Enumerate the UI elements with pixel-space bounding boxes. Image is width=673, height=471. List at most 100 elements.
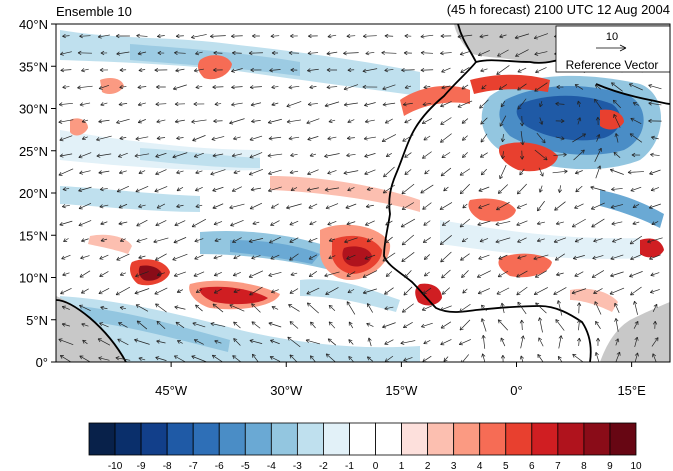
wind-vector-head <box>441 154 446 158</box>
wind-vector-head <box>519 122 525 127</box>
wind-vector-head <box>647 239 652 244</box>
wind-vector-head <box>100 102 105 107</box>
wind-vector <box>650 187 660 191</box>
colorbar-swatch <box>323 422 350 456</box>
wind-vector-head <box>495 239 500 244</box>
wind-vector <box>155 103 167 105</box>
wind-vector <box>326 51 338 55</box>
wind-vector-head <box>634 352 639 357</box>
wind-vector <box>213 221 223 225</box>
wind-vector-head <box>155 222 160 227</box>
wind-vector <box>344 237 358 243</box>
wind-vector <box>364 153 376 157</box>
wind-vector-head <box>633 300 638 305</box>
wind-vector <box>477 220 491 226</box>
wind-vector <box>96 153 112 157</box>
wind-vector-head <box>443 357 448 362</box>
wind-vector-head <box>420 68 425 73</box>
wind-vector-head <box>211 136 216 141</box>
wind-vector-head <box>343 51 347 56</box>
lat-tick-label: 5°N <box>26 313 48 328</box>
wind-vector <box>79 35 91 37</box>
wind-vector-head <box>460 69 465 73</box>
wind-vector-head <box>420 189 425 194</box>
wind-vector <box>59 153 73 157</box>
wind-vector-head <box>176 135 180 141</box>
forecast-time: (45 h forecast) 2100 UTC 12 Aug 2004 <box>447 2 670 17</box>
wind-vector-head <box>366 356 371 361</box>
wind-vector-head <box>231 68 235 73</box>
wind-vector-head <box>286 205 291 210</box>
wind-vector <box>155 220 167 226</box>
wind-vector <box>649 203 661 209</box>
wind-vector <box>480 117 488 125</box>
wind-vector <box>423 237 431 243</box>
wind-vector <box>440 101 452 107</box>
wind-vector-head <box>404 33 409 39</box>
wind-vector-head <box>613 151 618 156</box>
wind-vector <box>480 152 488 158</box>
wind-vector-head <box>308 204 313 209</box>
wind-vector <box>118 102 128 106</box>
wind-vector <box>310 321 316 329</box>
wind-vector <box>500 337 506 347</box>
wind-vector <box>650 272 660 276</box>
wind-vector-head <box>62 272 67 277</box>
wind-vector <box>500 100 506 108</box>
wind-vector-head <box>649 256 654 261</box>
wind-vector-head <box>536 221 541 226</box>
wind-vector-head <box>366 322 371 327</box>
wind-vector-head <box>267 188 272 193</box>
wind-vector-head <box>193 339 198 343</box>
wind-vector-head <box>77 50 82 56</box>
wind-vector <box>553 154 567 156</box>
wind-vector <box>80 255 90 259</box>
wind-vector <box>309 153 317 157</box>
wind-vector-head <box>478 255 483 260</box>
wind-vector-head <box>175 321 180 326</box>
wind-vector-head <box>423 84 428 90</box>
wind-vector-head <box>462 153 466 158</box>
wind-vector-head <box>81 68 85 73</box>
wind-vector <box>324 187 340 191</box>
wind-vector-head <box>404 171 409 176</box>
wind-vector <box>553 287 567 295</box>
wind-vector <box>195 289 203 293</box>
wind-vector <box>98 287 110 295</box>
wind-vector-head <box>327 221 332 226</box>
wind-vector-head <box>517 238 522 243</box>
wind-vector-head <box>269 68 273 73</box>
wind-vector <box>594 98 602 110</box>
wind-vector-head <box>651 221 656 226</box>
wind-vector-head <box>174 50 178 55</box>
wind-vector <box>612 99 622 109</box>
wind-vector-head <box>233 289 238 294</box>
wind-vector <box>478 203 490 209</box>
wind-vector <box>479 238 489 242</box>
wind-vector <box>250 86 262 88</box>
wind-vector <box>232 153 242 157</box>
wind-vector <box>347 137 355 139</box>
wind-vector-head <box>214 101 219 107</box>
wind-vector <box>327 136 337 140</box>
wind-vector-head <box>174 101 179 107</box>
wind-vector <box>424 169 430 175</box>
wind-vector <box>82 136 88 140</box>
wind-vector-head <box>632 102 637 106</box>
wind-vector-head <box>440 121 445 125</box>
colorbar-swatch <box>505 422 533 456</box>
wind-vector-head <box>267 153 272 158</box>
wind-vector <box>120 306 126 310</box>
wind-vector-head <box>384 341 389 345</box>
wind-vector-head <box>347 187 352 192</box>
wind-vector <box>176 137 184 139</box>
wind-vector <box>633 321 639 329</box>
wind-vector <box>212 303 224 313</box>
colorbar-swatch <box>583 422 611 456</box>
wind-vector-head <box>343 102 348 107</box>
wind-vector-head <box>440 172 445 177</box>
colorbar-label: -4 <box>267 461 276 471</box>
wind-vector-head <box>441 290 446 295</box>
wind-vector-head <box>138 204 143 209</box>
wind-vector <box>194 254 204 260</box>
